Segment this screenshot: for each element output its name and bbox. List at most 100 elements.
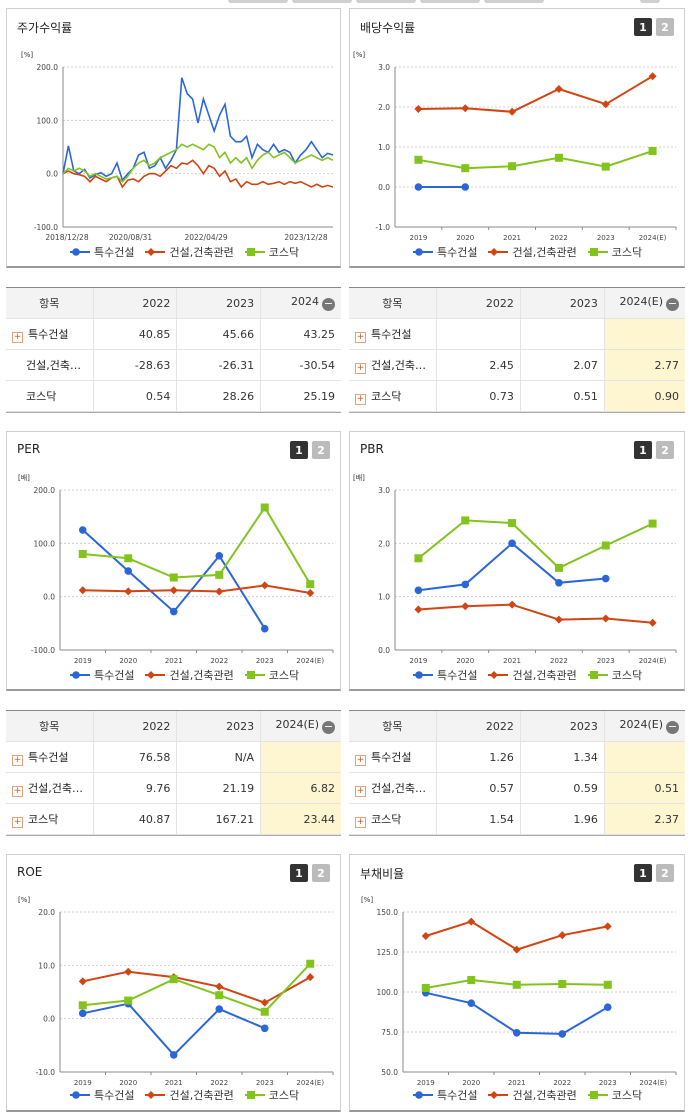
- data-point: [421, 932, 430, 940]
- chart-title: PER: [17, 442, 41, 456]
- expand-icon[interactable]: +: [355, 754, 366, 766]
- legend-item[interactable]: 코스닥: [587, 1087, 642, 1103]
- legend-item[interactable]: 특수건설: [69, 244, 134, 260]
- returns-table: 항목 2022 2023 2024− + 특수건설 40.85 45.66 43.25 건설,건축…: [6, 287, 341, 413]
- data-point: [603, 1003, 612, 1011]
- legend-item[interactable]: 건설,건축관련: [144, 244, 234, 260]
- column-header: 2022: [436, 711, 521, 742]
- x-tick-label: 2024(E): [639, 657, 667, 665]
- x-tick-label: 2020/08/31: [109, 233, 152, 242]
- legend-item[interactable]: 코스닥: [244, 667, 299, 683]
- legend-swatch-marker: [246, 671, 255, 679]
- top-tab-4[interactable]: [420, 0, 480, 3]
- legend-label: 특수건설: [94, 246, 135, 259]
- column-header-label: 항목: [382, 297, 403, 310]
- legend-swatch: [145, 1091, 166, 1099]
- y-tick-label: -100.0: [31, 646, 55, 655]
- collapse-icon[interactable]: −: [666, 720, 679, 734]
- expand-icon[interactable]: +: [355, 816, 366, 828]
- legend-item[interactable]: 건설,건축관련: [144, 667, 234, 683]
- legend-item[interactable]: 특수건설: [69, 1087, 134, 1103]
- top-tab-2[interactable]: [292, 0, 352, 3]
- legend-item[interactable]: 건설,건축관련: [144, 1087, 234, 1103]
- top-tab-1[interactable]: [228, 0, 288, 3]
- data-point: [512, 1029, 521, 1037]
- series-line: [82, 970, 311, 1004]
- pbr-table: 항목 2022 2023 2024(E) − + 특수건설 1.26 1.34 + 건설,건축… 0.…: [349, 710, 685, 836]
- expand-icon[interactable]: +: [12, 816, 23, 828]
- legend-item[interactable]: 특수건설: [412, 667, 477, 683]
- toggle-quarter-button[interactable]: 2: [656, 18, 674, 36]
- x-tick-label: 2022: [550, 234, 568, 242]
- row-name-cell: + 특수건설: [6, 741, 94, 773]
- top-tab-3[interactable]: [356, 0, 416, 3]
- row-name-cell: + 코스닥: [6, 803, 94, 835]
- legend-swatch: [413, 248, 433, 256]
- column-header: 2023: [520, 711, 605, 742]
- toggle-quarter-button[interactable]: 2: [656, 864, 674, 882]
- data-point: [508, 519, 517, 528]
- x-tick-label: 2019: [417, 1079, 435, 1087]
- expand-icon[interactable]: +: [355, 785, 366, 797]
- legend-swatch: [244, 671, 265, 679]
- legend-item[interactable]: 코스닥: [587, 244, 642, 260]
- value-cell: 2.07: [520, 349, 605, 381]
- collapse-icon[interactable]: −: [322, 297, 335, 311]
- value-cell: 2.37: [604, 803, 685, 835]
- top-tab-6[interactable]: [640, 0, 660, 3]
- column-header-label: 2022: [142, 719, 171, 733]
- expand-icon[interactable]: +: [12, 331, 23, 343]
- chart-title: 부채비율: [360, 867, 405, 881]
- legend-item[interactable]: 코스닥: [244, 244, 299, 260]
- value-cell: 45.66: [176, 318, 262, 350]
- data-point: [461, 164, 470, 173]
- legend-swatch: [488, 1091, 509, 1099]
- toggle-annual-button[interactable]: 1: [634, 864, 652, 882]
- toggle-annual-button[interactable]: 1: [634, 18, 652, 36]
- expand-icon[interactable]: +: [355, 331, 366, 343]
- legend-swatch: [70, 671, 90, 679]
- legend-item[interactable]: 코스닥: [587, 667, 642, 683]
- legend-label: 코스닥: [611, 669, 643, 682]
- series-line: [82, 963, 312, 1013]
- row-name-cell: + 특수건설: [6, 318, 94, 350]
- toggle-quarter-button[interactable]: 2: [312, 864, 330, 882]
- table-row: + 코스닥 0.73 0.51 0.90: [349, 380, 685, 412]
- y-tick-label: 3.0: [378, 63, 390, 72]
- collapse-icon[interactable]: −: [322, 720, 335, 734]
- top-tab-5[interactable]: [484, 0, 544, 3]
- expand-icon[interactable]: +: [12, 785, 23, 797]
- expand-icon[interactable]: +: [355, 393, 366, 405]
- y-tick-label: 125.0: [377, 948, 399, 957]
- legend-item[interactable]: 건설,건축관련: [487, 667, 577, 683]
- legend-item[interactable]: 특수건설: [412, 244, 477, 260]
- expand-icon[interactable]: +: [355, 362, 366, 374]
- toggle-annual-button[interactable]: 1: [290, 864, 308, 882]
- legend-item[interactable]: 특수건설: [69, 667, 134, 683]
- toggle-quarter-button[interactable]: 2: [656, 441, 674, 459]
- data-point: [78, 550, 87, 558]
- legend-item[interactable]: 건설,건축관련: [487, 244, 577, 260]
- toggle-quarter-button[interactable]: 2: [312, 441, 330, 459]
- toggle-annual-button[interactable]: 1: [634, 441, 652, 459]
- y-tick-label: 100.0: [34, 539, 56, 548]
- data-point: [512, 980, 521, 989]
- data-point: [215, 991, 224, 1000]
- data-point: [414, 586, 423, 595]
- expand-icon[interactable]: +: [12, 754, 23, 766]
- table-row: + 특수건설 76.58 N/A: [6, 741, 341, 773]
- chart-legend: 특수건설 건설,건축관련 코스닥: [412, 667, 642, 683]
- collapse-icon[interactable]: −: [666, 297, 679, 311]
- value-cell: [436, 318, 521, 350]
- legend-item[interactable]: 건설,건축관련: [487, 1087, 577, 1103]
- toggle-annual-button[interactable]: 1: [290, 441, 308, 459]
- legend-label: 코스닥: [611, 1089, 643, 1102]
- series-line: [62, 143, 334, 183]
- data-point: [124, 554, 133, 563]
- per-chart-panel: PER 1 2 [배] 200.0 100.0 0.0 -100.0 2019 2020 20…: [6, 431, 341, 691]
- data-point: [558, 1030, 567, 1038]
- row-name: 특수건설: [28, 750, 69, 764]
- legend-item[interactable]: 특수건설: [412, 1087, 477, 1103]
- legend-item[interactable]: 코스닥: [244, 1087, 299, 1103]
- table-row: + 코스닥 40.87 167.21 23.44: [6, 803, 341, 835]
